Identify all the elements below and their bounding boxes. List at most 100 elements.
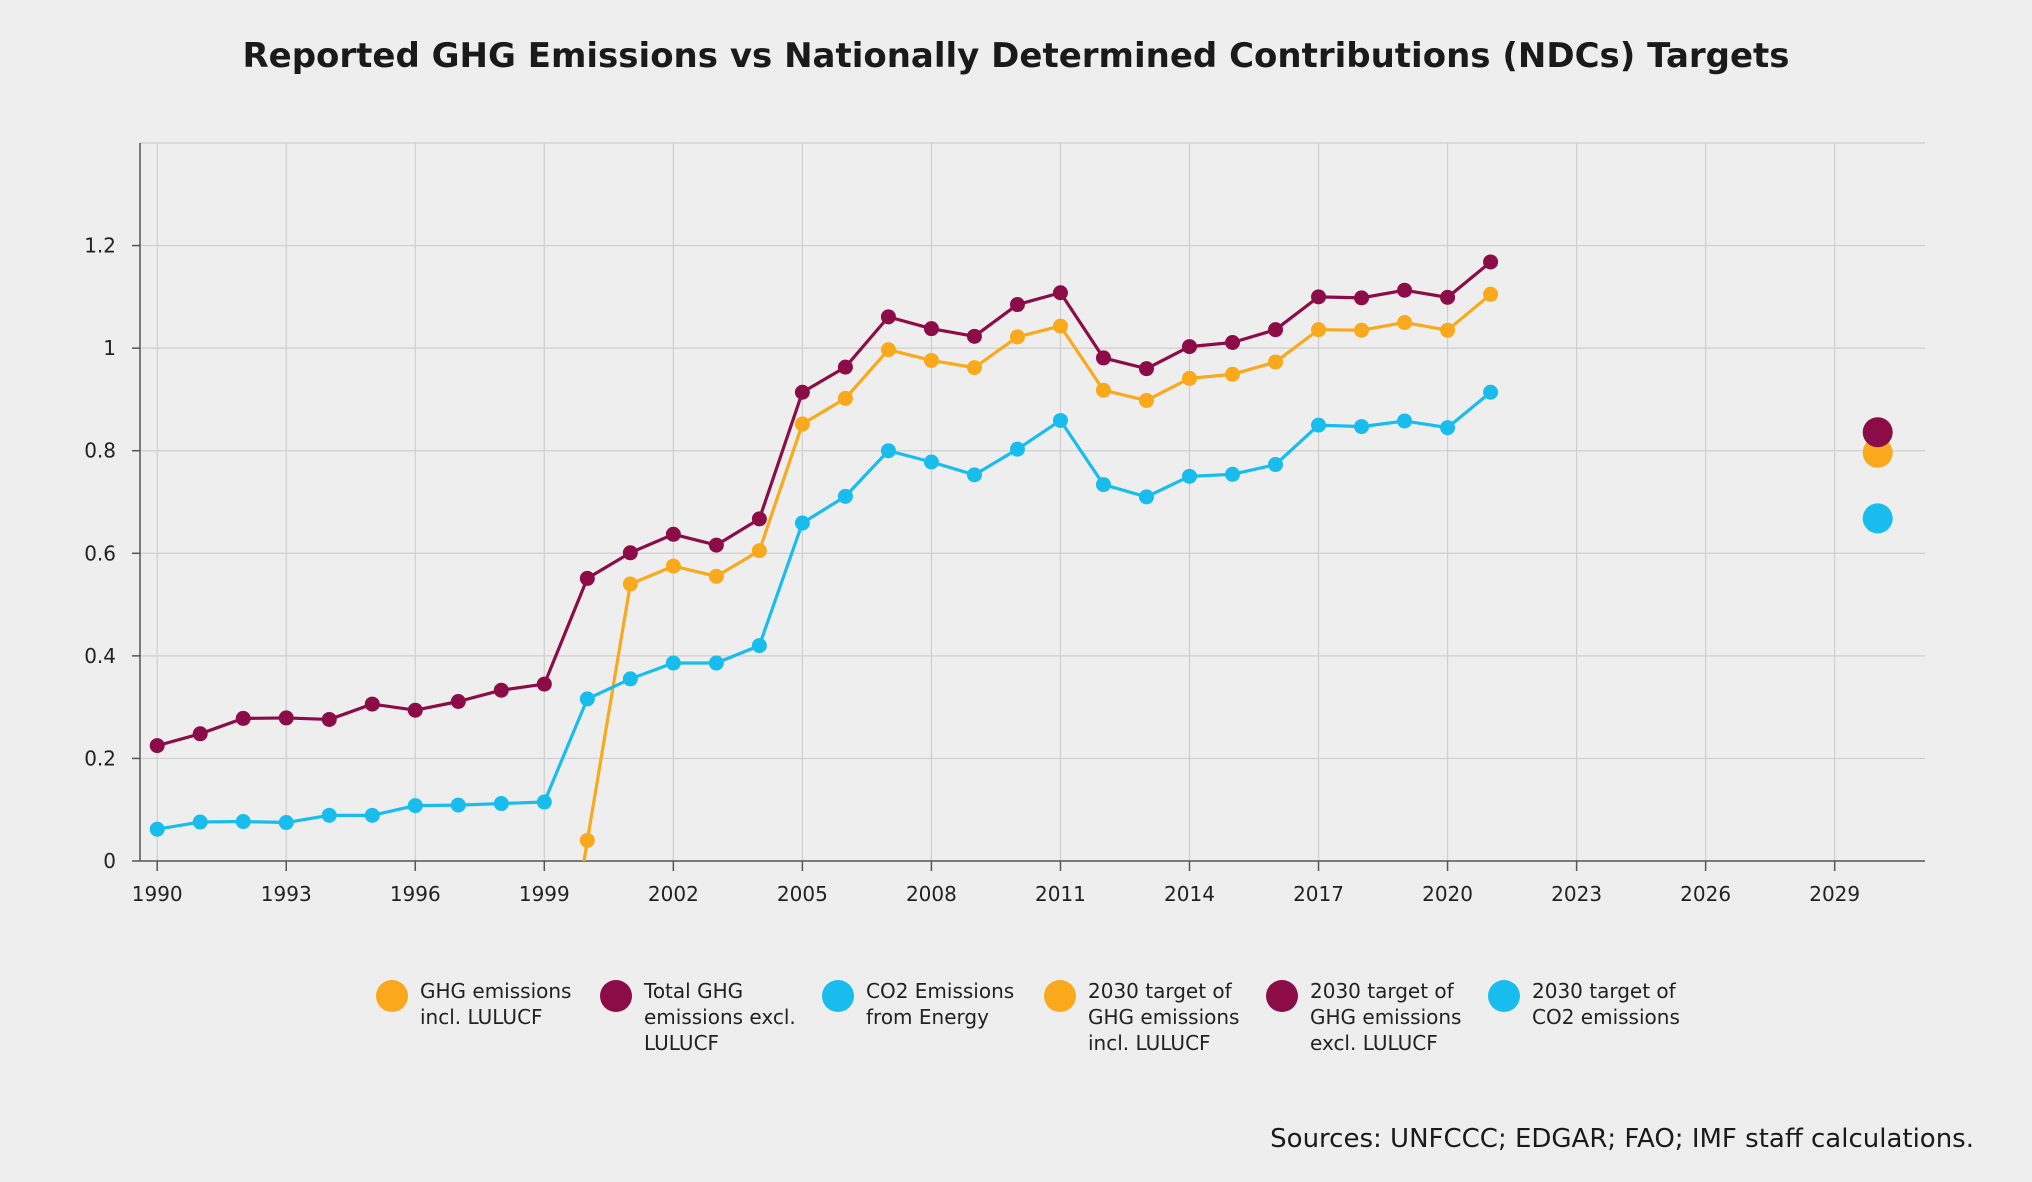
data-point-ghg-incl-lulucf (794, 416, 810, 432)
data-point-ghg-excl-lulucf (837, 359, 853, 375)
data-point-ghg-excl-lulucf (407, 702, 423, 718)
chart-legend: GHG emissions incl. LULUCF Total GHG emis… (376, 978, 1688, 1056)
data-point-ghg-excl-lulucf (966, 328, 982, 344)
data-point-ghg-incl-lulucf (1095, 382, 1111, 398)
x-tick-label: 2005 (777, 882, 828, 906)
data-point-co2-energy (1181, 468, 1197, 484)
data-point-ghg-incl-lulucf (1268, 354, 1284, 370)
legend-item: 2030 target of GHG emissions excl. LULUC… (1266, 978, 1488, 1056)
legend-swatch (1266, 980, 1298, 1012)
legend-item: CO2 Emissions from Energy (822, 978, 1044, 1056)
series-line-ghg-excl-lulucf (156, 260, 1492, 748)
data-point-ghg-excl-lulucf (1225, 335, 1241, 351)
data-point-ghg-excl-lulucf (579, 570, 595, 586)
y-tick-label: 1.2 (84, 234, 116, 258)
x-tick-label: 2023 (1551, 882, 1602, 906)
legend-item: 2030 target of GHG emissions incl. LULUC… (1044, 978, 1266, 1056)
data-point-co2-energy (794, 515, 810, 531)
legend-swatch (376, 980, 408, 1012)
data-point-co2-energy (1311, 417, 1327, 433)
legend-label: GHG emissions incl. LULUCF (420, 979, 572, 1029)
x-tick-label: 1990 (132, 882, 183, 906)
data-point-co2-energy (450, 797, 466, 813)
data-point-ghg-incl-lulucf (708, 568, 724, 584)
data-point-co2-energy (1440, 420, 1456, 436)
data-point-ghg-incl-lulucf (1440, 322, 1456, 338)
x-tick-label: 2002 (648, 882, 699, 906)
data-point-co2-energy (278, 815, 294, 831)
data-point-co2-energy (407, 798, 423, 814)
data-point-co2-energy (536, 794, 552, 810)
data-point-co2-energy (1138, 489, 1154, 505)
legend-label: CO2 Emissions from Energy (866, 979, 1015, 1029)
data-point-co2-energy (837, 488, 853, 504)
data-point-ghg-excl-lulucf (536, 676, 552, 692)
data-point-ghg-incl-lulucf (1052, 318, 1068, 334)
data-point-ghg-incl-lulucf (1181, 370, 1197, 386)
target-point-target-co2 (1862, 503, 1893, 534)
y-tick-label: 1 (103, 336, 116, 360)
target-point-target-ghg-incl (1862, 437, 1893, 468)
y-tick-label: 0.6 (84, 541, 116, 565)
series-line-co2-energy (156, 391, 1492, 831)
data-point-co2-energy (579, 691, 595, 707)
data-point-ghg-excl-lulucf (708, 537, 724, 553)
data-point-ghg-excl-lulucf (278, 710, 294, 726)
data-point-ghg-excl-lulucf (1138, 361, 1154, 377)
data-point-ghg-incl-lulucf (1397, 315, 1413, 330)
data-point-ghg-excl-lulucf (1009, 297, 1025, 313)
data-point-co2-energy (364, 807, 380, 823)
target-point-target-ghg-excl (1862, 417, 1893, 448)
data-point-ghg-excl-lulucf (450, 694, 466, 710)
data-point-ghg-excl-lulucf (321, 711, 337, 727)
data-point-ghg-excl-lulucf (364, 696, 380, 712)
data-point-ghg-excl-lulucf (192, 726, 208, 742)
y-tick-label: 0.8 (84, 439, 116, 463)
data-point-co2-energy (1268, 457, 1284, 473)
data-point-ghg-excl-lulucf (1311, 289, 1327, 305)
data-point-ghg-excl-lulucf (751, 511, 767, 527)
data-point-co2-energy (1354, 419, 1370, 435)
legend-swatch (1044, 980, 1076, 1012)
x-tick-label: 2029 (1809, 882, 1860, 906)
data-point-ghg-incl-lulucf (1138, 392, 1154, 408)
data-point-ghg-excl-lulucf (665, 526, 681, 542)
data-point-co2-energy (1052, 412, 1068, 428)
data-point-ghg-excl-lulucf (1268, 322, 1284, 338)
x-tick-label: 2014 (1164, 882, 1215, 906)
x-tick-label: 1993 (261, 882, 312, 906)
source-note: Sources: UNFCCC; EDGAR; FAO; IMF staff c… (1270, 1124, 1974, 1154)
data-point-ghg-incl-lulucf (579, 832, 595, 848)
x-tick-label: 2017 (1293, 882, 1344, 906)
data-point-ghg-excl-lulucf (1181, 339, 1197, 355)
legend-swatch (600, 980, 632, 1012)
data-point-ghg-excl-lulucf (794, 384, 810, 400)
legend-item: GHG emissions incl. LULUCF (376, 978, 600, 1056)
x-tick-label: 2026 (1680, 882, 1731, 906)
x-tick-label: 2008 (906, 882, 957, 906)
data-point-co2-energy (665, 655, 681, 671)
data-point-co2-energy (708, 655, 724, 671)
legend-swatch (822, 980, 854, 1012)
data-point-co2-energy (1095, 477, 1111, 493)
data-point-ghg-excl-lulucf (880, 309, 896, 325)
data-point-ghg-excl-lulucf (1397, 282, 1413, 298)
x-tick-label: 2011 (1035, 882, 1086, 906)
data-point-co2-energy (1483, 384, 1499, 400)
data-point-ghg-excl-lulucf (493, 682, 509, 698)
legend-swatch (1488, 980, 1520, 1012)
data-point-ghg-excl-lulucf (1095, 350, 1111, 366)
data-point-co2-energy (192, 814, 208, 830)
series-line-ghg-incl-lulucf (582, 293, 1492, 861)
data-point-co2-energy (1225, 466, 1241, 482)
data-point-ghg-incl-lulucf (665, 558, 681, 574)
legend-item: Total GHG emissions excl. LULUCF (600, 978, 822, 1056)
y-tick-label: 0.2 (84, 746, 116, 770)
y-tick-label: 0.4 (84, 644, 116, 668)
y-tick-label: 0 (103, 849, 116, 873)
data-point-ghg-incl-lulucf (966, 360, 982, 376)
data-point-co2-energy (149, 821, 165, 837)
data-point-ghg-excl-lulucf (1440, 289, 1456, 305)
data-point-ghg-incl-lulucf (1483, 286, 1499, 302)
